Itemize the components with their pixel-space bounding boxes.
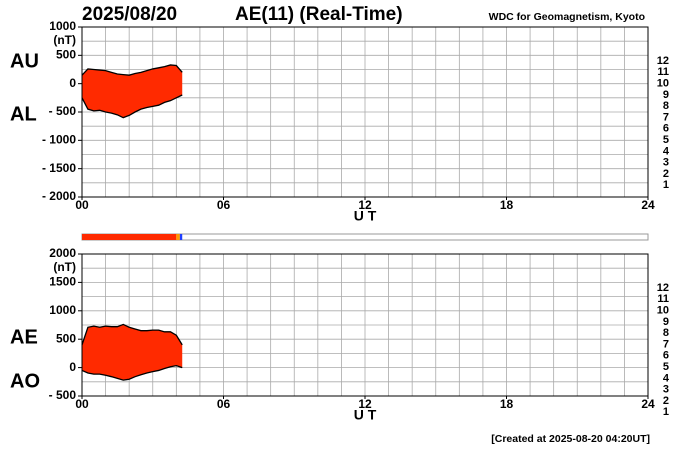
x-tick-label: 12 — [358, 198, 372, 212]
source: WDC for Geomagnetism, Kyoto — [489, 11, 645, 23]
y-tick-label: 500 — [56, 48, 76, 62]
y-tick-label: 2000 — [49, 246, 76, 260]
x-tick-label: 24 — [641, 397, 655, 411]
y-tick-label: - 1500 — [42, 161, 76, 175]
station-legend-label: 5 — [663, 361, 669, 373]
station-legend-label: 2 — [663, 395, 669, 407]
x-tick-label: 24 — [641, 198, 655, 212]
y-tick-label: 1000 — [49, 19, 76, 33]
x-tick-label: 06 — [217, 198, 231, 212]
station-legend-label: 11 — [657, 66, 669, 78]
x-tick-label: 00 — [75, 198, 89, 212]
station-legend-label: 9 — [663, 89, 669, 101]
band-fill — [82, 324, 183, 381]
chart-title: AE(11) (Real-Time) — [235, 4, 403, 25]
x-tick-label: 12 — [358, 397, 372, 411]
series-label: AE — [10, 326, 38, 348]
date-title: 2025/08/20 — [82, 4, 177, 25]
station-legend-label: 4 — [663, 145, 670, 157]
station-legend-label: 10 — [657, 305, 669, 317]
y-tick-label: 1000 — [49, 303, 76, 317]
series-line — [81, 94, 183, 119]
station-legend-label: 12 — [657, 55, 669, 67]
x-tick-label: 06 — [217, 397, 231, 411]
y-tick-label: 0 — [69, 76, 76, 90]
y-tick-label: 1500 — [49, 275, 76, 289]
station-legend-label: 10 — [657, 78, 669, 90]
station-legend-label: 7 — [663, 111, 669, 123]
series-line — [81, 364, 183, 381]
series-line — [81, 64, 183, 76]
y-tick-label: 0 — [69, 360, 76, 374]
x-tick-label: 18 — [500, 198, 514, 212]
station-legend-label: 5 — [663, 134, 669, 146]
y-tick-label: - 500 — [49, 104, 77, 118]
y-unit: (nT) — [53, 33, 76, 47]
x-axis-label: U T — [354, 208, 377, 224]
series-label: AO — [10, 370, 40, 392]
station-legend-label: 6 — [663, 123, 669, 135]
series-line — [81, 323, 183, 346]
station-legend-label: 6 — [663, 350, 669, 362]
station-legend-label: 7 — [663, 338, 669, 350]
series-label: AL — [10, 103, 37, 125]
station-legend-label: 12 — [657, 282, 669, 294]
y-tick-label: - 1000 — [42, 133, 76, 147]
station-legend-label: 4 — [663, 372, 670, 384]
station-legend-label: 2 — [663, 168, 669, 180]
station-legend-label: 11 — [657, 293, 669, 305]
footer: [Created at 2025-08-20 04:20UT] — [491, 433, 650, 445]
band-fill — [82, 64, 183, 118]
x-tick-label: 18 — [500, 397, 514, 411]
y-tick-label: - 2000 — [42, 189, 76, 203]
y-unit: (nT) — [53, 260, 76, 274]
station-legend-label: 8 — [663, 327, 669, 339]
station-legend-label: 1 — [663, 179, 669, 191]
station-legend-label: 9 — [663, 316, 669, 328]
station-legend-label: 8 — [663, 100, 669, 112]
station-legend-label: 1 — [663, 406, 669, 418]
series-label: AU — [10, 50, 39, 72]
station-legend-label: 3 — [663, 384, 669, 396]
x-axis-label: U T — [354, 407, 377, 423]
y-tick-label: 500 — [56, 331, 76, 345]
coverage-segment — [176, 234, 180, 240]
station-legend-label: 3 — [663, 157, 669, 169]
x-tick-label: 00 — [75, 397, 89, 411]
coverage-segment — [82, 234, 177, 240]
coverage-segment — [179, 234, 183, 240]
y-tick-label: - 500 — [49, 388, 77, 402]
